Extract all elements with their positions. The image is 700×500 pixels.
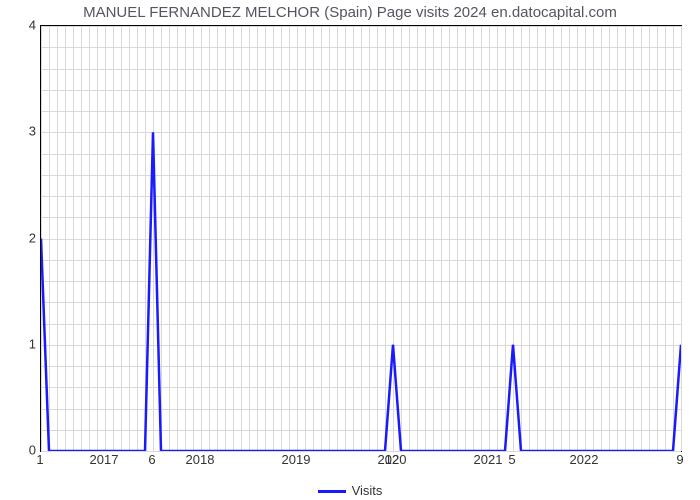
x-tick-num-label: 9 bbox=[676, 452, 683, 467]
x-tick-year-label: 2021 bbox=[474, 452, 503, 467]
line-series bbox=[41, 26, 681, 451]
x-tick-year-label: 2022 bbox=[570, 452, 599, 467]
x-tick-num-label: 5 bbox=[508, 452, 515, 467]
chart-title: MANUEL FERNANDEZ MELCHOR (Spain) Page vi… bbox=[0, 4, 700, 21]
x-tick-num-label: 12 bbox=[385, 452, 399, 467]
y-tick-label: 0 bbox=[29, 443, 36, 458]
y-tick-label: 3 bbox=[29, 124, 36, 139]
plot-area bbox=[40, 25, 682, 452]
x-tick-num-label: 6 bbox=[148, 452, 155, 467]
x-tick-year-label: 2017 bbox=[90, 452, 119, 467]
y-tick-label: 2 bbox=[29, 230, 36, 245]
y-tick-label: 4 bbox=[29, 18, 36, 33]
x-tick-year-label: 2019 bbox=[282, 452, 311, 467]
y-tick-label: 1 bbox=[29, 336, 36, 351]
x-tick-num-label: 1 bbox=[36, 452, 43, 467]
legend-label: Visits bbox=[352, 483, 383, 498]
chart-container: MANUEL FERNANDEZ MELCHOR (Spain) Page vi… bbox=[0, 0, 700, 500]
x-tick-year-label: 2018 bbox=[186, 452, 215, 467]
legend: Visits bbox=[0, 483, 700, 498]
legend-swatch bbox=[318, 490, 346, 493]
